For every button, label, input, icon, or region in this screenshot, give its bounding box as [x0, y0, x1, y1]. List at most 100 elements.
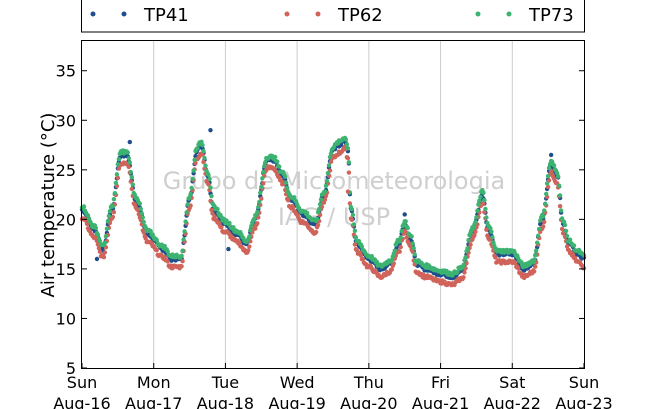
data-point [545, 173, 551, 179]
data-point [253, 226, 258, 231]
data-point [179, 264, 184, 269]
data-point [350, 212, 356, 218]
data-point [95, 232, 101, 237]
data-point [187, 195, 192, 200]
data-point [546, 165, 552, 171]
data-point [475, 208, 480, 213]
data-point [206, 172, 211, 178]
data-point [107, 209, 113, 214]
data-point [125, 150, 130, 155]
data-point [463, 255, 468, 260]
data-point [347, 201, 353, 206]
data-point [102, 240, 108, 246]
y-tick-label: 20 [56, 210, 76, 229]
legend-marker [315, 11, 321, 17]
data-point [182, 229, 187, 234]
data-point [410, 241, 415, 246]
data-point [409, 234, 414, 239]
data-point [461, 262, 466, 268]
y-tick-label: 15 [56, 260, 76, 279]
data-point-outlier [402, 212, 407, 217]
data-point [275, 159, 280, 164]
data-point [195, 146, 200, 151]
data-point [455, 269, 460, 275]
data-point [130, 182, 135, 187]
data-point [273, 154, 278, 160]
legend-marker [121, 11, 127, 17]
data-point [262, 164, 267, 169]
x-tick-label-day: Wed [280, 373, 315, 392]
data-point [252, 216, 257, 221]
y-tick-label: 5 [66, 359, 76, 378]
data-point [326, 163, 332, 168]
y-tick-label: 35 [56, 62, 76, 81]
data-point [112, 191, 118, 196]
data-point [246, 248, 251, 253]
data-point [351, 222, 357, 227]
data-point [466, 238, 471, 243]
legend-label-TP62: TP62 [337, 5, 383, 26]
series-TP73 [79, 135, 587, 278]
data-point [165, 259, 170, 264]
data-point [192, 157, 197, 163]
data-point [555, 174, 561, 179]
data-point [183, 219, 188, 224]
data-point [398, 235, 403, 240]
data-point [541, 224, 546, 229]
data-point [110, 214, 116, 220]
data-point [96, 246, 102, 251]
x-axis: Sun Aug-16 Mon Aug-17 Tue Aug-18 Wed Aug-19 Thu A… [53, 363, 613, 409]
data-point [188, 191, 193, 197]
data-point [516, 266, 521, 271]
data-point [227, 220, 232, 226]
data-point [285, 185, 290, 190]
data-point [325, 170, 331, 176]
data-point [283, 174, 288, 179]
data-point [360, 256, 366, 262]
data-point [181, 237, 186, 242]
data-point [349, 217, 355, 222]
data-point [179, 253, 184, 258]
data-point [191, 168, 196, 173]
data-point [154, 237, 159, 243]
data-point [482, 197, 487, 203]
x-tick-label-date: Aug-23 [555, 394, 612, 409]
data-point [369, 254, 374, 259]
data-point [478, 194, 483, 200]
data-point [564, 233, 570, 239]
data-point [473, 229, 478, 234]
data-point [115, 175, 121, 181]
data-point [398, 244, 403, 250]
data-point [261, 181, 266, 186]
data-point [113, 180, 119, 186]
data-point [317, 202, 323, 207]
data-point [542, 219, 547, 225]
data-point [277, 164, 282, 169]
data-point [318, 197, 324, 202]
data-point [483, 206, 488, 212]
data-point [261, 169, 266, 175]
data-point [101, 255, 107, 260]
data-point [140, 215, 145, 220]
x-tick-label-day: Sat [499, 373, 525, 392]
data-point [323, 183, 329, 188]
data-point [286, 198, 291, 203]
data-point [462, 270, 467, 275]
data-point [343, 137, 349, 142]
data-point [543, 201, 548, 206]
data-point [247, 244, 252, 249]
data-point [315, 222, 321, 228]
data-point [490, 235, 495, 240]
data-point [493, 255, 498, 260]
x-tick-label-date: Aug-19 [268, 394, 325, 409]
data-point [284, 180, 289, 185]
x-tick-label-date: Aug-18 [197, 394, 254, 409]
data-point [358, 253, 364, 258]
data-point [461, 275, 466, 280]
data-point [345, 156, 351, 161]
data-point [202, 155, 207, 161]
data-point-outlier [226, 246, 231, 252]
x-tick-label-day: Sun [569, 373, 599, 392]
data-point [345, 146, 351, 151]
data-point [259, 184, 264, 190]
